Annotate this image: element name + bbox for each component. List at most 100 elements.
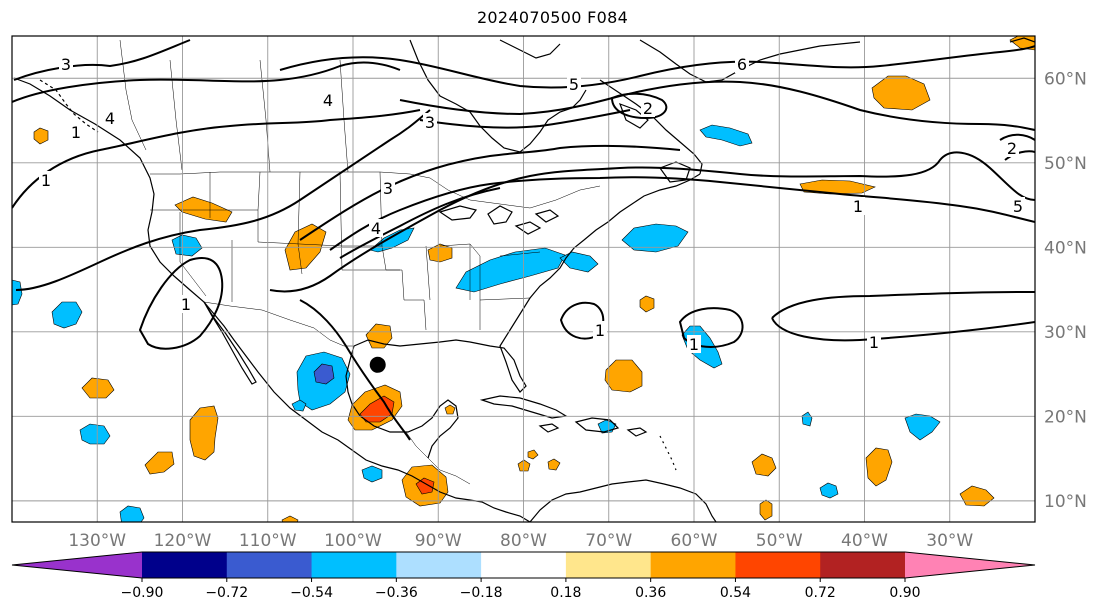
anomaly-negative	[79, 423, 111, 445]
longitude-label: 90°W	[415, 531, 462, 551]
longitude-label: 70°W	[585, 531, 632, 551]
contour-label-bg	[369, 219, 383, 237]
anomaly-positive	[33, 127, 49, 145]
anomaly-negative	[361, 465, 383, 483]
longitude-label: 130°W	[68, 531, 126, 551]
contour-line	[399, 80, 1035, 131]
contour-label-bg	[735, 55, 749, 73]
anomaly-positive	[281, 515, 299, 522]
latitude-label: 60°N	[1044, 69, 1087, 89]
longitude-label: 100°W	[324, 531, 382, 551]
anomaly-positive	[604, 359, 643, 393]
gridlines	[12, 36, 1035, 522]
contour-label: 4	[371, 219, 381, 238]
anomaly-strong-negative	[313, 363, 335, 385]
storm-position-marker	[369, 356, 386, 373]
anomaly-positive	[81, 377, 115, 399]
coastline-layer	[13, 37, 1035, 522]
colorbar-segment	[565, 552, 652, 578]
colorbar-tick-label: 0.90	[889, 585, 920, 601]
contour-line	[559, 301, 605, 340]
contour-line	[771, 291, 1035, 342]
contour-line	[12, 109, 421, 209]
longitude-label: 60°W	[671, 531, 718, 551]
colorbar-tick-label: 0.72	[805, 585, 836, 601]
contour-label: 3	[425, 113, 435, 132]
contour-line	[15, 109, 431, 291]
contour-label: 2	[643, 99, 653, 118]
contour-label-bg	[867, 333, 881, 351]
colorbar-segment	[311, 552, 397, 578]
contour-line	[13, 39, 191, 81]
colorbar-segment	[481, 552, 567, 578]
anomaly-positive	[751, 453, 777, 477]
contour-label: 1	[181, 295, 191, 314]
contour-label-bg	[687, 335, 701, 353]
anomaly-positive	[547, 458, 561, 471]
contour-label: 1	[71, 123, 81, 142]
latitude-label: 40°N	[1044, 238, 1087, 258]
contour-label-bg	[321, 91, 335, 109]
contour-label-bg	[179, 295, 193, 313]
contour-layer	[12, 39, 1035, 441]
contour-label-bg	[641, 99, 655, 117]
contour-line	[269, 151, 1035, 293]
map-title: 2024070500 F084	[476, 8, 629, 27]
contour-line	[339, 187, 501, 259]
anomaly-positive	[365, 323, 393, 349]
anomaly-negative	[559, 251, 599, 273]
colorbar-tick-label: 0.36	[635, 585, 666, 601]
contour-line	[999, 133, 1035, 161]
contour-label-bg	[103, 109, 117, 127]
anomaly-positive	[639, 295, 655, 313]
border-layer	[119, 39, 601, 485]
latitude-label: 10°N	[1044, 492, 1087, 512]
contour-label-bg	[1011, 197, 1025, 215]
map-frame	[11, 35, 1036, 523]
colorbar-segment	[650, 552, 736, 578]
contour-label-bg	[39, 171, 53, 189]
colorbar-tick-label: 0.18	[550, 585, 581, 601]
colorbar-segment	[226, 552, 313, 578]
contour-label: 3	[61, 55, 71, 74]
anomaly-positive	[144, 451, 175, 475]
contour-label-bg	[381, 179, 395, 197]
longitude-label: 80°W	[500, 531, 547, 551]
contour-label-bg	[593, 321, 607, 339]
anomaly-negative	[455, 247, 566, 293]
contour-label-layer: 3 4 4 3 6 5 2 3 4 1 1 1 1 1 1 1 5 2	[39, 55, 1025, 354]
longitude-label: 40°W	[841, 531, 888, 551]
latitude-labels: 60°N 50°N 40°N 30°N 20°N 10°N	[1044, 69, 1087, 512]
colorbar-tick-label: 0.54	[720, 585, 751, 601]
contour-label: 1	[853, 197, 863, 216]
contour-line	[419, 109, 631, 129]
contour-label: 1	[41, 171, 51, 190]
anomaly-positive	[799, 179, 876, 195]
anomaly-negative	[12, 279, 23, 306]
anomaly-positive	[189, 405, 219, 461]
anomaly-negative	[51, 301, 83, 329]
anomaly-positive	[865, 447, 893, 487]
contour-line	[279, 45, 1035, 89]
anomaly-negative	[801, 411, 813, 427]
contour-label: 1	[869, 333, 879, 352]
contour-line	[329, 176, 1035, 251]
contour-label-bg	[59, 55, 73, 73]
contour-label-bg	[851, 197, 865, 215]
contour-label: 5	[569, 75, 579, 94]
colorbar-tick-label: −0.54	[290, 585, 333, 601]
contour-label: 1	[689, 335, 699, 354]
longitude-label: 120°W	[154, 531, 212, 551]
anomaly-negative	[171, 234, 203, 257]
latitude-label: 20°N	[1044, 407, 1087, 427]
anomaly-negative	[904, 413, 941, 441]
colorbar-tick-label: −0.36	[375, 585, 418, 601]
colorbar-segment	[820, 552, 906, 578]
contour-label: 5	[1013, 197, 1023, 216]
anomaly-positive	[427, 243, 453, 263]
colorbar-segment	[142, 552, 228, 578]
colorbar-segment	[735, 552, 821, 578]
contour-line	[610, 92, 668, 120]
contour-line	[299, 299, 411, 441]
